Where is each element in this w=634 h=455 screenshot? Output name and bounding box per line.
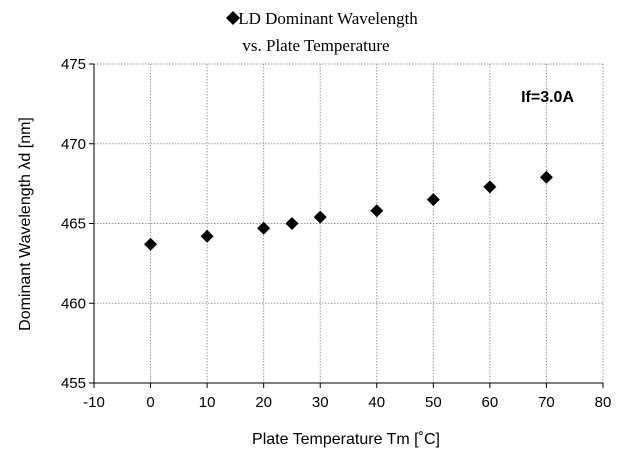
y-tick-label: 460 bbox=[61, 295, 86, 312]
x-tick-label: 20 bbox=[255, 394, 272, 411]
current-annotation: If=3.0A bbox=[521, 89, 574, 106]
data-point-diamond bbox=[285, 217, 298, 230]
y-axis-ticks: 455 460 465 470 475 bbox=[61, 56, 94, 392]
data-point-diamond bbox=[370, 204, 383, 217]
y-tick-label: 475 bbox=[61, 56, 86, 73]
x-tick-label: 50 bbox=[425, 394, 442, 411]
y-tick-label: 465 bbox=[61, 216, 86, 233]
chart-subtitle: vs. Plate Temperature bbox=[242, 36, 389, 55]
data-point-diamond bbox=[201, 230, 214, 243]
grid-lines bbox=[94, 64, 603, 383]
data-point-diamond bbox=[540, 171, 553, 184]
y-tick-label: 470 bbox=[61, 136, 86, 153]
x-tick-label: 10 bbox=[199, 394, 216, 411]
x-tick-label: 80 bbox=[595, 394, 612, 411]
data-point-diamond bbox=[144, 238, 157, 251]
x-tick-label: 30 bbox=[312, 394, 329, 411]
x-tick-label: 40 bbox=[368, 394, 385, 411]
data-point-diamond bbox=[314, 211, 327, 224]
x-tick-label: -10 bbox=[83, 394, 105, 411]
x-tick-label: 70 bbox=[538, 394, 555, 411]
y-axis-label: Dominant Wavelength λd [nm] bbox=[17, 117, 34, 331]
x-axis-label: Plate Temperature Tm [˚C] bbox=[252, 431, 440, 448]
x-axis-ticks: -10 0 10 20 30 40 50 60 70 80 bbox=[83, 383, 611, 411]
chart-title-group: LD Dominant Wavelength vs. Plate Tempera… bbox=[226, 9, 418, 55]
x-tick-label: 0 bbox=[146, 394, 154, 411]
chart-title: LD Dominant Wavelength bbox=[238, 9, 418, 28]
x-tick-label: 60 bbox=[482, 394, 499, 411]
data-point-diamond bbox=[483, 180, 496, 193]
data-point-diamond bbox=[427, 193, 440, 206]
data-points bbox=[144, 171, 553, 251]
y-tick-label: 455 bbox=[61, 375, 86, 392]
